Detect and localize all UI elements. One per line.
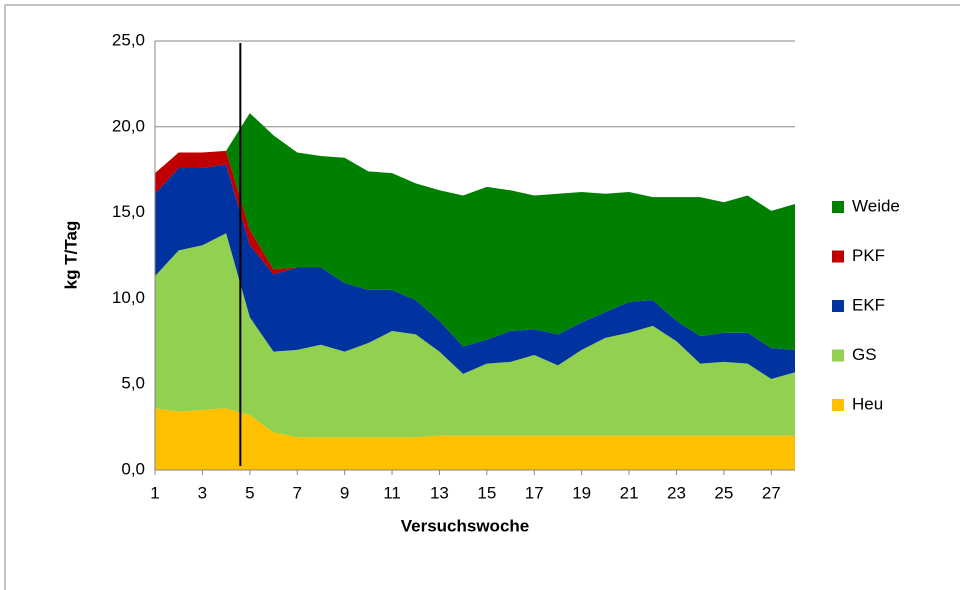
legend-swatch bbox=[832, 349, 844, 362]
legend-label: Weide bbox=[852, 196, 900, 215]
x-tick-label: 5 bbox=[245, 483, 254, 502]
y-axis-label: kg T/Tag bbox=[61, 221, 80, 290]
y-tick-label: 20,0 bbox=[112, 116, 145, 135]
legend-swatch bbox=[832, 201, 844, 213]
x-tick-label: 11 bbox=[383, 483, 401, 502]
legend-swatch bbox=[832, 250, 844, 263]
y-tick-label: 25,0 bbox=[112, 30, 145, 49]
x-tick-label: 13 bbox=[430, 483, 449, 502]
legend-label: EKF bbox=[852, 295, 885, 314]
x-tick-label: 19 bbox=[572, 483, 591, 502]
y-tick-label: 0,0 bbox=[121, 459, 145, 478]
y-tick-label: 5,0 bbox=[121, 374, 145, 393]
y-tick-label: 15,0 bbox=[112, 202, 145, 221]
legend-swatch bbox=[832, 300, 844, 312]
x-tick-label: 17 bbox=[525, 483, 544, 502]
legend-label: GS bbox=[852, 345, 877, 364]
legend-label: Heu bbox=[852, 394, 883, 413]
x-tick-label: 7 bbox=[292, 483, 301, 502]
area bbox=[155, 408, 795, 470]
x-tick-label: 3 bbox=[198, 483, 207, 502]
legend-swatch bbox=[832, 399, 844, 411]
x-axis-label: Versuchswoche bbox=[401, 516, 530, 535]
area bbox=[155, 233, 795, 438]
area bbox=[155, 164, 795, 380]
x-tick-label: 21 bbox=[620, 483, 639, 502]
area bbox=[155, 113, 795, 350]
x-tick-label: 25 bbox=[714, 483, 733, 502]
legend-label: PKF bbox=[852, 246, 885, 265]
x-tick-label: 23 bbox=[667, 483, 686, 502]
x-tick-label: 1 bbox=[150, 483, 159, 502]
x-tick-label: 15 bbox=[477, 483, 496, 502]
x-tick-label: 9 bbox=[340, 483, 349, 502]
y-tick-label: 10,0 bbox=[112, 288, 145, 307]
x-tick-label: 27 bbox=[762, 483, 781, 502]
